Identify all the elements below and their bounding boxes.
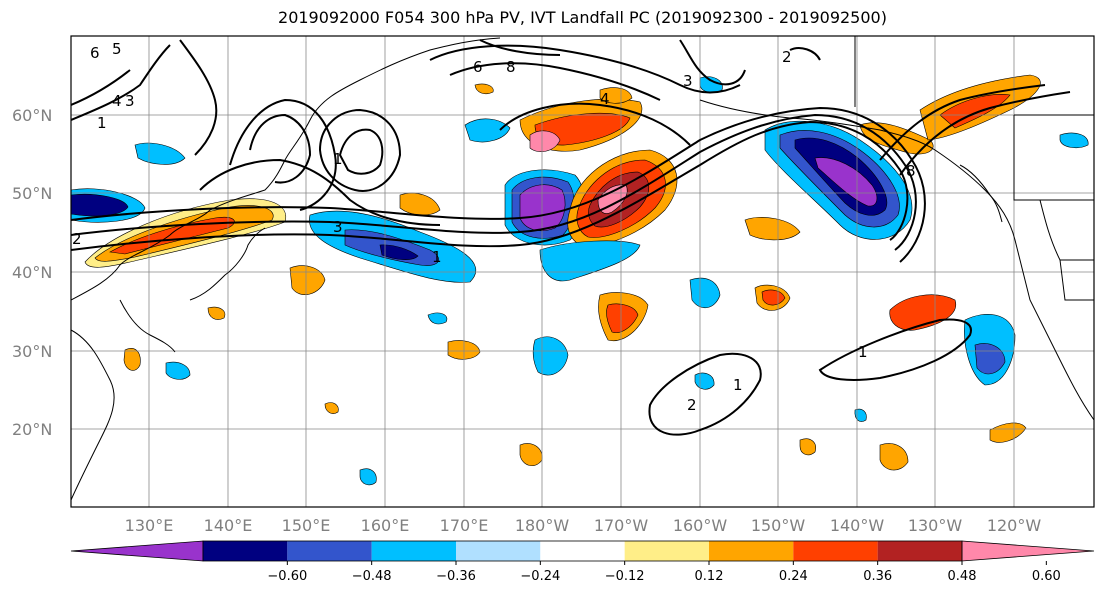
colorbar-segment — [456, 541, 541, 561]
colorbar-labels: −0.60 −0.48 −0.36 −0.24 −0.12 0.12 0.24 0.36 0.4… — [267, 561, 1061, 584]
contour-label: 4 — [600, 90, 610, 108]
colorbar-segment — [371, 541, 456, 561]
lon-tick-label: 130°W — [908, 516, 963, 535]
contour-label: 4 — [112, 92, 122, 110]
colorbar-extend-low — [70, 540, 204, 562]
colorbar-tick-label: 0.12 — [695, 569, 724, 584]
lon-tick-label: 120°W — [987, 516, 1042, 535]
contour-label: 2 — [72, 230, 82, 248]
lat-axis: 60°N 50°N 40°N 30°N 20°N — [12, 106, 52, 439]
lon-tick-label: 130°E — [125, 516, 174, 535]
contour-labels: 6 5 4 3 1 2 3 1 1 2 1 4 3 8 1 2 6 8 — [72, 40, 916, 414]
shaded-anomalies — [71, 74, 1089, 486]
map-frame — [70, 35, 1095, 508]
colorbar-tick-label: 0.36 — [863, 569, 892, 584]
pv-contours — [71, 39, 1071, 436]
colorbar-segment — [624, 541, 709, 561]
colorbar-tick-label: −0.60 — [267, 569, 307, 584]
colorbar-tick-label: −0.48 — [352, 569, 392, 584]
lon-tick-label: 140°W — [830, 516, 885, 535]
lat-tick-label: 30°N — [12, 342, 52, 361]
contour-label: 1 — [432, 248, 442, 266]
colorbar-tick-label: 0.24 — [779, 569, 808, 584]
contour-label: 6 — [90, 44, 100, 62]
contour-label: 1 — [858, 343, 868, 361]
lon-axis: 130°E 140°E 150°E 160°E 170°E 180°W 170°… — [125, 516, 1042, 535]
graticule — [71, 36, 1094, 507]
lat-tick-label: 20°N — [12, 420, 52, 439]
contour-label: 5 — [112, 40, 122, 58]
colorbar-segment — [203, 541, 288, 561]
contour-label: 2 — [687, 396, 697, 414]
colorbar-segment — [287, 541, 372, 561]
contour-label: 8 — [506, 58, 516, 76]
lat-tick-label: 50°N — [12, 184, 52, 203]
colorbar — [70, 540, 1095, 562]
colorbar-outline — [202, 540, 963, 562]
lon-tick-label: 170°W — [594, 516, 649, 535]
contour-label: 3 — [333, 218, 343, 236]
contour-label: 3 — [683, 72, 693, 90]
contour-label: 1 — [97, 114, 107, 132]
colorbar-segment — [793, 541, 878, 561]
map-title: 2019092000 F054 300 hPa PV, IVT Landfall… — [278, 8, 887, 27]
contour-label: 1 — [333, 150, 343, 168]
lon-tick-label: 180°W — [515, 516, 570, 535]
contour-label: 8 — [906, 162, 916, 180]
colorbar-segment — [877, 541, 962, 561]
lat-tick-label: 40°N — [12, 263, 52, 282]
colorbar-tick-label: −0.24 — [520, 569, 560, 584]
lon-tick-label: 140°E — [204, 516, 253, 535]
lon-tick-label: 170°E — [440, 516, 489, 535]
colorbar-segment — [540, 541, 625, 561]
lon-tick-label: 160°E — [361, 516, 410, 535]
lat-tick-label: 60°N — [12, 106, 52, 125]
colorbar-tick-label: −0.12 — [605, 569, 645, 584]
contour-label: 6 — [473, 58, 483, 76]
lon-tick-label: 150°E — [282, 516, 331, 535]
colorbar-tick-label: −0.36 — [436, 569, 476, 584]
colorbar-tick-label: 0.60 — [1032, 569, 1061, 584]
contour-label: 2 — [782, 48, 792, 66]
colorbar-tick-label: 0.48 — [948, 569, 977, 584]
lon-tick-label: 150°W — [751, 516, 806, 535]
colorbar-segment — [709, 541, 794, 561]
lon-tick-label: 160°W — [673, 516, 728, 535]
map-content: 6 5 4 3 1 2 3 1 1 2 1 4 3 8 1 2 6 8 — [71, 36, 1094, 507]
contour-label: 1 — [733, 376, 743, 394]
colorbar-extend-high — [961, 540, 1095, 562]
contour-label: 3 — [125, 92, 135, 110]
